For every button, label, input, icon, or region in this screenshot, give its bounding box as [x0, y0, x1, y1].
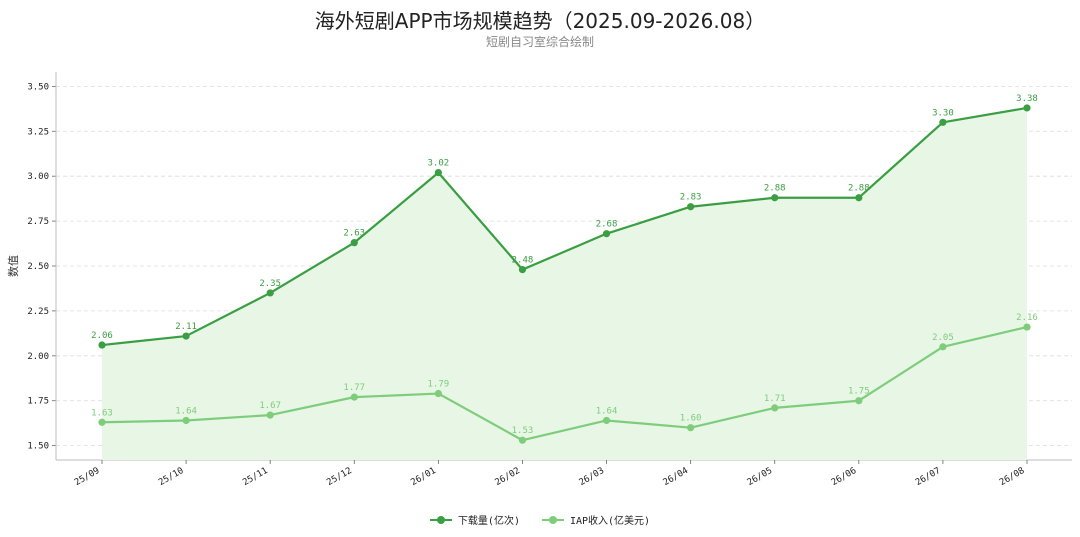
legend-label-downloads: 下载量(亿次) — [457, 516, 520, 527]
x-tick-label: 25/12 — [325, 466, 353, 488]
data-label-downloads: 2.68 — [596, 220, 618, 230]
data-label-downloads: 3.30 — [932, 108, 954, 118]
data-point-downloads[interactable] — [434, 168, 442, 177]
data-label-downloads: 2.88 — [848, 184, 870, 194]
data-point-iap-revenue[interactable] — [855, 397, 863, 405]
data-point-downloads[interactable] — [182, 332, 190, 340]
y-tick-label: 2.50 — [27, 262, 49, 272]
data-label-downloads: 2.63 — [343, 229, 365, 239]
x-tick-label: 25/11 — [241, 466, 269, 488]
data-label-downloads: 2.06 — [91, 331, 113, 341]
x-tick-label: 26/04 — [662, 466, 690, 488]
data-point-iap-revenue[interactable] — [518, 436, 527, 444]
legend-label-iap-revenue: IAP收入(亿美元) — [569, 516, 651, 527]
y-axis-label: 数值 — [7, 255, 20, 277]
x-tick-label: 25/09 — [73, 466, 101, 488]
data-label-iap-revenue: 1.63 — [91, 408, 113, 418]
data-point-downloads[interactable] — [687, 203, 695, 211]
data-label-iap-revenue: 1.71 — [764, 394, 786, 404]
data-label-downloads: 2.35 — [259, 279, 281, 289]
data-label-downloads: 2.11 — [175, 322, 197, 332]
data-label-iap-revenue: 1.64 — [596, 406, 618, 416]
series-line-downloads — [101, 106, 1028, 347]
data-point-downloads[interactable] — [350, 239, 358, 247]
y-tick-label: 1.50 — [27, 442, 49, 452]
data-point-iap-revenue[interactable] — [182, 416, 190, 425]
data-point-downloads[interactable] — [855, 194, 863, 202]
data-label-iap-revenue: 1.79 — [428, 380, 450, 390]
legend: 下载量(亿次) IAP收入(亿美元) — [0, 512, 1080, 527]
data-label-downloads: 3.38 — [1016, 94, 1038, 104]
y-tick-label: 3.50 — [27, 82, 49, 92]
y-tick-label: 2.25 — [27, 307, 49, 317]
data-point-downloads[interactable] — [939, 118, 947, 126]
data-label-iap-revenue: 1.67 — [259, 401, 281, 411]
legend-item-downloads[interactable]: 下载量(亿次) — [429, 512, 520, 527]
data-label-iap-revenue: 1.75 — [848, 387, 870, 397]
data-label-iap-revenue: 2.16 — [1016, 313, 1038, 323]
x-tick-label: 26/03 — [578, 466, 606, 488]
x-tick-label: 26/08 — [998, 466, 1026, 488]
data-point-downloads[interactable] — [266, 289, 274, 297]
data-label-downloads: 2.88 — [764, 184, 786, 194]
y-tick-label: 1.75 — [27, 397, 49, 407]
data-point-iap-revenue[interactable] — [771, 404, 779, 412]
legend-swatch-downloads — [429, 515, 452, 525]
data-label-iap-revenue: 1.60 — [680, 414, 702, 424]
data-point-downloads[interactable] — [518, 265, 527, 274]
data-point-downloads[interactable] — [771, 194, 779, 202]
series-line-iap-revenue — [101, 326, 1028, 442]
data-point-downloads[interactable] — [1023, 104, 1031, 112]
data-point-iap-revenue[interactable] — [602, 416, 611, 425]
data-label-downloads: 2.48 — [512, 256, 534, 266]
data-label-iap-revenue: 1.77 — [343, 383, 365, 393]
data-point-iap-revenue[interactable] — [1023, 323, 1031, 331]
data-label-iap-revenue: 1.64 — [175, 406, 197, 416]
y-tick-label: 2.75 — [27, 217, 49, 227]
data-point-iap-revenue[interactable] — [98, 418, 106, 426]
chart-subtitle: 短剧自习室综合绘制 — [485, 35, 594, 49]
data-point-iap-revenue[interactable] — [350, 393, 358, 401]
x-tick-label: 26/06 — [830, 466, 858, 488]
x-tick-label: 25/10 — [157, 466, 185, 488]
data-label-downloads: 2.83 — [680, 193, 702, 203]
y-tick-label: 3.25 — [27, 127, 49, 137]
data-label-downloads: 3.02 — [428, 159, 450, 169]
x-tick-label: 26/07 — [914, 466, 942, 488]
y-tick-label: 2.00 — [27, 352, 49, 362]
x-tick-label: 26/05 — [746, 466, 774, 488]
data-point-iap-revenue[interactable] — [266, 411, 274, 419]
legend-swatch-iap-revenue — [541, 515, 564, 525]
y-tick-label: 3.00 — [27, 172, 49, 182]
data-point-iap-revenue[interactable] — [939, 343, 947, 351]
data-point-downloads[interactable] — [98, 341, 106, 349]
data-label-iap-revenue: 1.53 — [512, 426, 534, 436]
area-fill-downloads — [102, 107, 1027, 460]
chart-title: 海外短剧APP市场规模趋势（2025.09-2026.08） — [314, 9, 766, 33]
data-point-downloads[interactable] — [602, 230, 611, 238]
legend-item-iap-revenue[interactable]: IAP收入(亿美元) — [541, 512, 651, 527]
data-point-iap-revenue[interactable] — [434, 389, 442, 398]
data-label-iap-revenue: 2.05 — [932, 333, 954, 343]
data-point-iap-revenue[interactable] — [687, 424, 695, 432]
x-tick-label: 26/02 — [493, 466, 521, 488]
x-tick-label: 26/01 — [409, 466, 437, 488]
